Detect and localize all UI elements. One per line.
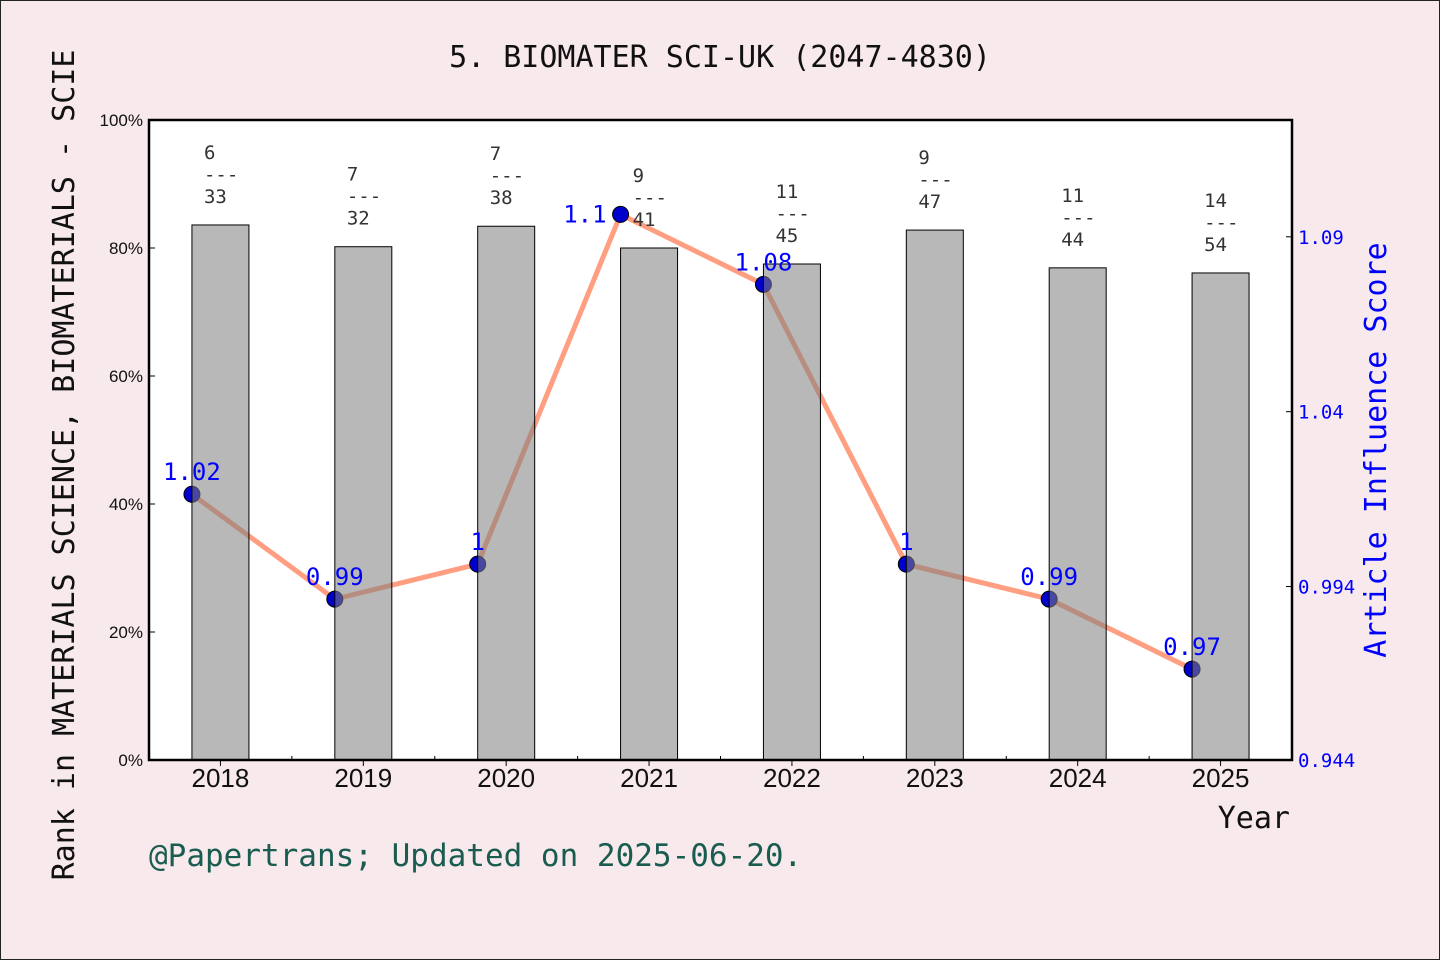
rank-label: 9 [918, 147, 929, 169]
x-tick-label: 2020 [477, 763, 535, 793]
x-tick-label: 2021 [620, 763, 678, 793]
ais-value-label: 1.08 [735, 248, 793, 276]
total-label: 45 [775, 225, 798, 247]
rank-separator: --- [1061, 207, 1095, 229]
y-tick-label: 80% [109, 239, 143, 258]
rank-label: 11 [775, 181, 798, 203]
rank-separator: --- [918, 169, 952, 191]
x-tick-label: 2018 [192, 763, 250, 793]
total-label: 32 [347, 208, 370, 230]
ais-value-label: 1.02 [163, 458, 221, 486]
x-tick-label: 2024 [1049, 763, 1107, 793]
rank-bar [620, 247, 679, 761]
y-tick-label: 20% [109, 623, 143, 642]
rank-bar [1191, 272, 1250, 761]
plot-area [149, 120, 1292, 760]
x-axis-label: Year [1218, 801, 1290, 836]
total-label: 54 [1204, 234, 1227, 256]
y-axis-label: Rank in MATERIALS SCIENCE, BIOMATERIALS … [47, 50, 82, 881]
rank-separator: --- [490, 165, 524, 187]
footer-credit: @Papertrans; Updated on 2025-06-20. [149, 838, 802, 874]
rank-label: 9 [633, 165, 644, 187]
y2-axis-label: Article Influence Score [1359, 242, 1394, 657]
total-label: 41 [633, 209, 656, 231]
rank-label: 7 [490, 143, 501, 165]
rank-separator: --- [204, 164, 238, 186]
ais-value-label: 0.99 [306, 563, 364, 591]
total-label: 47 [918, 191, 941, 213]
x-tick-label: 2019 [334, 763, 392, 793]
rank-bar [762, 263, 821, 761]
y-tick-label: 100% [100, 111, 143, 130]
total-label: 33 [204, 186, 227, 208]
ais-marker [612, 205, 630, 223]
y-tick-label: 60% [109, 367, 143, 386]
rank-bar [477, 225, 536, 761]
rank-label: 6 [204, 142, 215, 164]
x-tick-label: 2023 [906, 763, 964, 793]
rank-label: 11 [1061, 185, 1084, 207]
rank-bar [1048, 267, 1107, 761]
rank-separator: --- [347, 186, 381, 208]
total-label: 38 [490, 187, 513, 209]
ais-value-label: 1 [899, 528, 913, 556]
y-tick-label: 0% [118, 751, 143, 770]
rank-separator: --- [1204, 212, 1238, 234]
total-label: 44 [1061, 229, 1084, 251]
rank-bar [191, 224, 250, 761]
x-tick-label: 2022 [763, 763, 821, 793]
ais-value-label: 0.97 [1163, 633, 1221, 661]
rank-bar [905, 229, 964, 761]
y2-tick-label: 0.994 [1298, 577, 1355, 599]
y2-tick-label: 1.04 [1298, 402, 1344, 424]
rank-label: 14 [1204, 190, 1227, 212]
rank-label: 7 [347, 164, 358, 186]
rank-separator: --- [633, 187, 667, 209]
ais-value-label: 1.1 [563, 200, 606, 228]
y2-tick-label: 0.944 [1298, 750, 1355, 772]
y-tick-label: 40% [109, 495, 143, 514]
ais-value-label: 0.99 [1020, 563, 1078, 591]
rank-separator: --- [775, 203, 809, 225]
y2-tick-label: 1.09 [1298, 227, 1344, 249]
rank-bar [334, 246, 393, 761]
x-tick-label: 2025 [1192, 763, 1250, 793]
chart-title: 5. BIOMATER SCI-UK (2047-4830) [449, 40, 991, 75]
ais-value-label: 1 [470, 528, 484, 556]
